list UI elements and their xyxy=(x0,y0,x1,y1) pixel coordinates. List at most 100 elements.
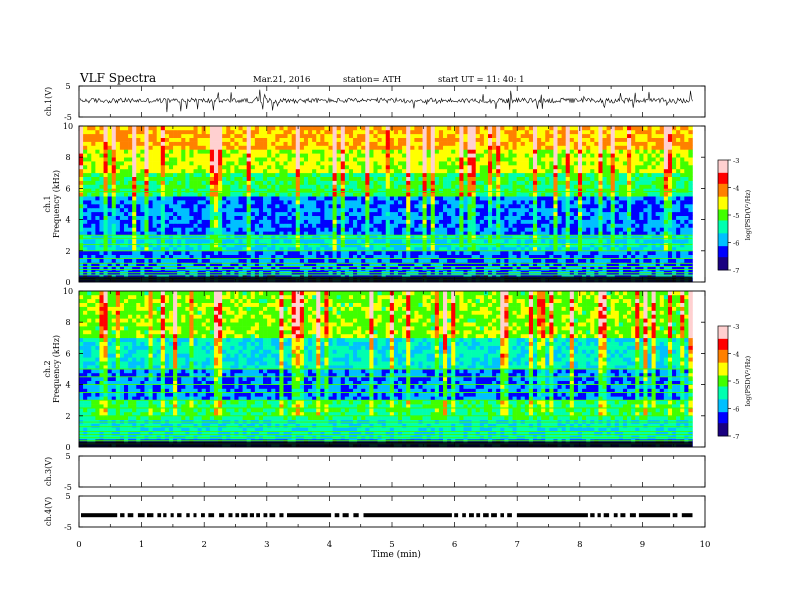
ch1-spectrogram-cell xyxy=(475,161,481,166)
ch1-spectrogram-cell xyxy=(295,204,301,209)
ch1-spectrogram-cell xyxy=(263,188,268,193)
ch1-spectrogram-cell xyxy=(406,239,411,244)
ch1-spectrogram-cell xyxy=(287,258,292,263)
ch1-spectrogram-cell xyxy=(250,215,256,220)
ch1-spectrogram-cell xyxy=(377,196,382,201)
ch1-spectrogram-cell xyxy=(160,172,166,177)
ch1-spectrogram-cell xyxy=(111,204,117,209)
ch1-spectrogram-cell xyxy=(443,274,448,279)
ch1-spectrogram-cell xyxy=(414,153,419,158)
ch1-spectrogram-cell xyxy=(197,192,202,197)
ch1-spectrogram-cell xyxy=(226,254,231,259)
ch1-spectrogram-cell xyxy=(516,184,522,189)
ch1-spectrogram-cell xyxy=(377,215,382,220)
ch1-spectrogram-cell xyxy=(303,250,309,255)
ch1-spectrogram-cell xyxy=(140,231,145,236)
ch1-spectrogram-cell xyxy=(144,157,149,162)
ch1-spectrogram-cell xyxy=(504,246,509,252)
ch1-spectrogram-cell xyxy=(618,219,624,224)
ch1-spectrogram-cell xyxy=(185,168,190,174)
ch1-spectrogram-cell xyxy=(434,207,440,213)
ch1-spectrogram-cell xyxy=(443,211,448,216)
ch1-spectrogram-cell xyxy=(99,262,104,267)
ch1-spectrogram-cell xyxy=(185,180,190,185)
ch1-spectrogram-cell xyxy=(320,219,325,224)
ch1-spectrogram-cell xyxy=(688,207,693,213)
ch1-spectrogram-cell xyxy=(443,219,448,224)
ch1-spectrogram-cell xyxy=(357,176,362,181)
ch1-spectrogram-cell xyxy=(680,227,685,232)
ch1-spectrogram-cell xyxy=(602,211,607,216)
ch1-spectrogram-cell xyxy=(663,172,669,177)
ch1-spectrogram-cell xyxy=(91,250,96,255)
ch1-spectrogram-cell xyxy=(197,223,202,228)
ch1-spectrogram-cell xyxy=(344,192,350,197)
ch1-spectrogram-cell xyxy=(496,184,501,189)
ch1-spectrogram-cell xyxy=(438,219,444,224)
ch1-spectrogram-cell xyxy=(663,258,669,263)
ch1-spectrogram-cell xyxy=(545,266,550,271)
ch1-spectrogram-cell xyxy=(455,180,460,185)
ch1-spectrogram-cell xyxy=(287,239,292,244)
ch1-spectrogram-cell xyxy=(263,246,268,252)
ch1-spectrogram-cell xyxy=(627,172,632,177)
ch1-spectrogram-cell xyxy=(385,254,391,259)
ch1-spectrogram-cell xyxy=(357,223,362,228)
ch1-spectrogram-cell xyxy=(230,246,235,252)
ch1-spectrogram-cell xyxy=(565,153,571,158)
ch1-spectrogram-cell xyxy=(622,211,628,216)
ch1-spectrogram-cell xyxy=(398,184,403,189)
ch1-spectrogram-cell xyxy=(144,250,149,255)
ch1-spectrogram-cell xyxy=(504,239,509,244)
ch1-spectrogram-cell xyxy=(283,243,288,248)
ch1-spectrogram-cell xyxy=(128,246,133,252)
ch1-spectrogram-cell xyxy=(123,184,129,189)
ch1-spectrogram-cell xyxy=(549,254,554,259)
ch1-spectrogram-cell xyxy=(181,274,186,279)
ch1-spectrogram-cell xyxy=(500,157,505,162)
ch1-spectrogram-cell xyxy=(348,215,354,220)
ch1-spectrogram-cell xyxy=(316,188,321,193)
ch1-spectrogram-cell xyxy=(365,153,370,158)
ch1-spectrogram-cell xyxy=(136,258,141,263)
ch1-spectrogram-cell xyxy=(99,266,104,271)
ch1-spectrogram-cell xyxy=(410,165,415,170)
ch1-spectrogram-cell xyxy=(545,239,550,244)
ch1-spectrogram-cell xyxy=(528,157,534,162)
ch1-spectrogram-cell xyxy=(594,176,599,181)
ch1-spectrogram-cell xyxy=(185,153,190,158)
ch1-spectrogram-cell xyxy=(447,215,452,220)
ch1-spectrogram-cell xyxy=(230,243,235,248)
ch1-spectrogram-cell xyxy=(647,219,652,224)
ch1-spectrogram-cell xyxy=(647,246,652,252)
ch1-spectrogram-cell xyxy=(418,215,423,220)
ch1-spectrogram-cell xyxy=(635,204,640,209)
ch1-spectrogram-cell xyxy=(667,200,673,205)
ch1-spectrogram-cell xyxy=(119,262,125,267)
ch1-spectrogram-cell xyxy=(87,254,92,259)
ch1-spectrogram-cell xyxy=(230,262,235,267)
ch1-spectrogram-cell xyxy=(111,274,117,279)
ch1-spectrogram-cell xyxy=(197,258,202,263)
ch1-spectrogram-cell xyxy=(353,215,358,220)
ch1-spectrogram-cell xyxy=(287,184,292,189)
ch1-spectrogram-cell xyxy=(79,196,84,201)
ch1-spectrogram-cell xyxy=(230,239,235,244)
ch1-spectrogram-cell xyxy=(156,250,162,255)
ch1-spectrogram-cell xyxy=(189,266,194,271)
ch1-spectrogram-cell xyxy=(590,258,595,263)
ch1-spectrogram-cell xyxy=(590,196,595,201)
ch1-spectrogram-cell xyxy=(238,246,243,252)
ch1-spectrogram-cell xyxy=(107,223,113,228)
ch1-spectrogram-cell xyxy=(189,192,194,197)
ch1-spectrogram-cell xyxy=(279,192,284,197)
ch1-spectrogram-cell xyxy=(111,215,117,220)
ch1-spectrogram-cell xyxy=(594,172,599,177)
ch1-spectrogram-cell xyxy=(528,266,534,271)
ch1-spectrogram-cell xyxy=(614,153,620,158)
ch1-spectrogram-cell xyxy=(524,258,530,263)
ch1-spectrogram-cell xyxy=(676,165,681,170)
ch1-spectrogram-cell xyxy=(647,227,652,232)
ch1-spectrogram-cell xyxy=(500,207,505,213)
ch1-spectrogram-cell xyxy=(459,227,464,232)
